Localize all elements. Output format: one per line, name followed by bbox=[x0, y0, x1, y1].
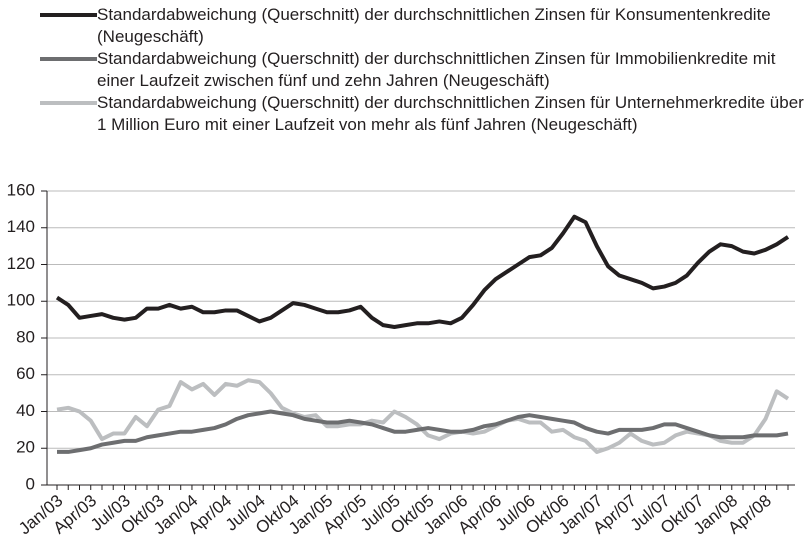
y-tick-label: 100 bbox=[7, 291, 35, 310]
y-tick-label: 40 bbox=[16, 401, 35, 420]
series-line bbox=[55, 214, 790, 329]
series-line bbox=[56, 378, 790, 454]
legend: Standardabweichung (Querschnitt) der dur… bbox=[40, 4, 805, 136]
legend-swatch bbox=[40, 13, 97, 17]
legend-label: Standardabweichung (Querschnitt) der dur… bbox=[97, 5, 771, 46]
legend-item: Standardabweichung (Querschnitt) der dur… bbox=[40, 48, 805, 92]
legend-item: Standardabweichung (Querschnitt) der dur… bbox=[40, 4, 805, 48]
y-tick-label: 80 bbox=[16, 327, 35, 346]
series-line bbox=[57, 409, 789, 454]
legend-swatch bbox=[40, 101, 97, 105]
y-tick-label: 60 bbox=[16, 364, 35, 383]
y-tick-label: 140 bbox=[7, 217, 35, 236]
y-tick-label: 120 bbox=[7, 254, 35, 273]
legend-item: Standardabweichung (Querschnitt) der dur… bbox=[40, 92, 805, 136]
y-tick-label: 0 bbox=[26, 474, 35, 493]
y-tick-label: 20 bbox=[16, 438, 35, 457]
legend-swatch bbox=[40, 57, 97, 61]
legend-label: Standardabweichung (Querschnitt) der dur… bbox=[97, 93, 804, 134]
y-tick-label: 160 bbox=[7, 180, 35, 199]
legend-label: Standardabweichung (Querschnitt) der dur… bbox=[97, 49, 776, 90]
